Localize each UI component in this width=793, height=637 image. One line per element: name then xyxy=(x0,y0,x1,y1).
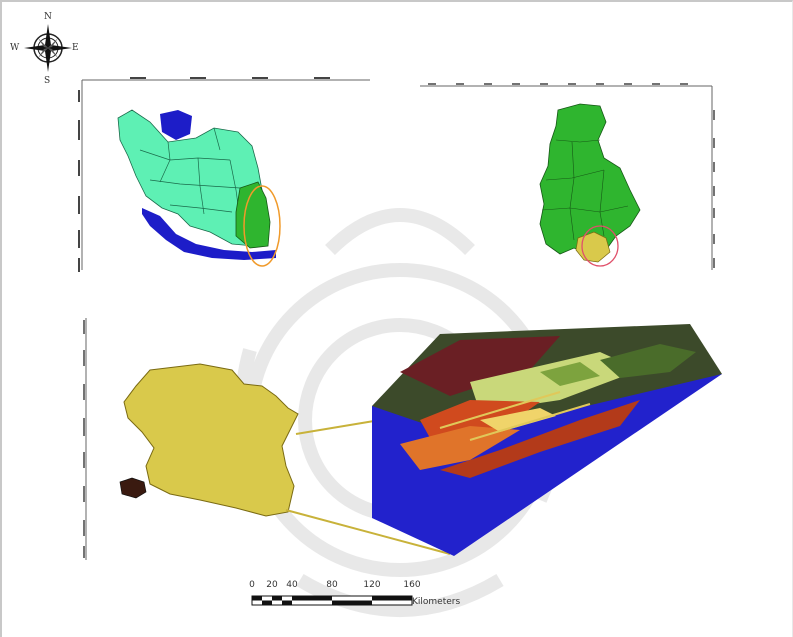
dem-3d-block xyxy=(372,324,722,556)
caspian-sea xyxy=(160,110,192,140)
study-area-polygon xyxy=(123,363,299,517)
persian-gulf xyxy=(142,208,276,260)
scale-tick-40: 40 xyxy=(286,580,298,590)
scale-bar-graphic xyxy=(251,595,413,606)
scale-unit-label: Kilometers xyxy=(412,597,461,607)
connector-lines xyxy=(285,419,451,555)
compass-east-label: E xyxy=(72,43,79,53)
highlight-circle-province xyxy=(581,225,619,267)
study-area-map xyxy=(119,363,299,517)
compass-rose-icon xyxy=(24,24,72,72)
scale-tick-120: 120 xyxy=(363,580,381,590)
study-area-frame xyxy=(83,318,87,560)
iran-map-frame xyxy=(78,77,370,272)
study-area-province xyxy=(575,231,611,263)
scale-tick-80: 80 xyxy=(326,580,338,590)
compass-rose: N S W E xyxy=(10,12,79,86)
scale-bar: 0 20 40 80 120 160 Kilometers xyxy=(249,580,482,610)
compass-north-label: N xyxy=(44,12,52,22)
small-dark-patch xyxy=(119,477,147,499)
compass-south-label: S xyxy=(44,76,51,86)
highlight-circle-iran xyxy=(243,185,281,267)
province-map xyxy=(539,103,641,267)
province-districts xyxy=(539,103,641,255)
province-map-frame xyxy=(420,83,715,270)
iran-map xyxy=(117,109,281,267)
scale-tick-20: 20 xyxy=(266,580,278,590)
scale-tick-160: 160 xyxy=(403,580,421,590)
compass-west-label: W xyxy=(10,43,20,53)
scale-tick-0: 0 xyxy=(249,580,255,590)
